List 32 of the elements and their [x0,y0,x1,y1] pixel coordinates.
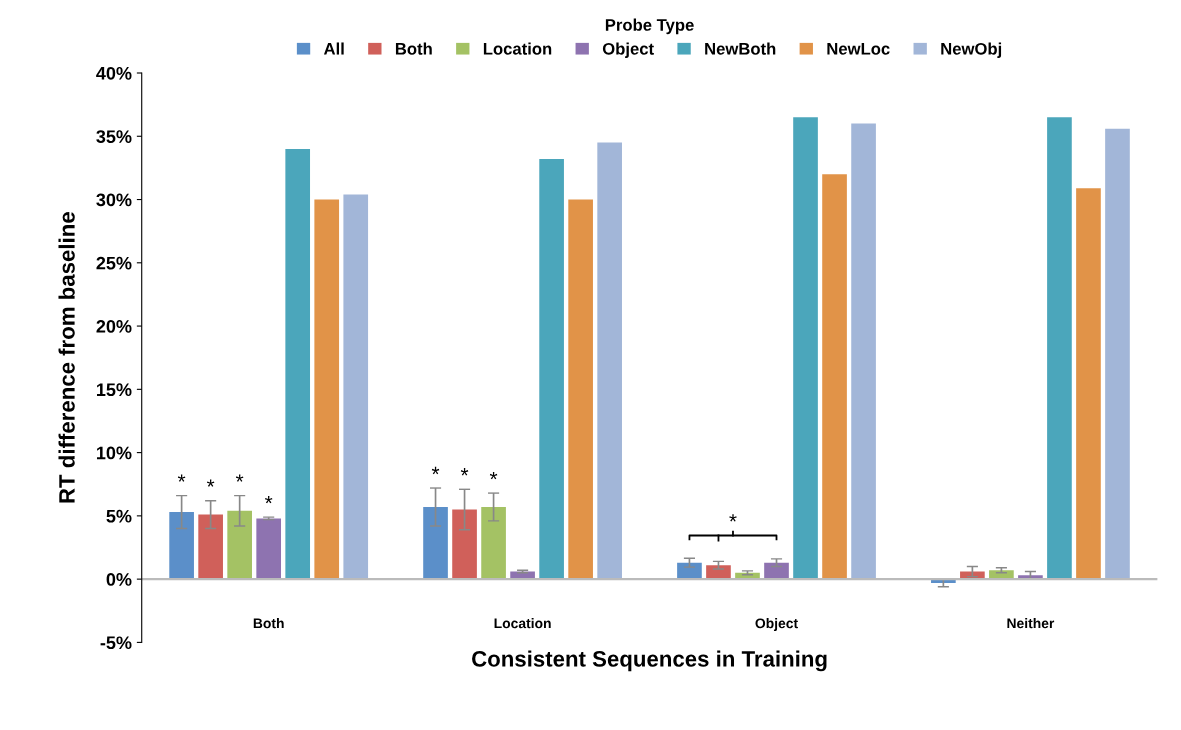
legend-label: NewObj [941,42,1002,58]
y-tick-label: 20% [96,320,132,333]
x-tick-label: Both [253,618,284,629]
x-tick-label: Location [494,618,551,629]
y-tick-label: 40% [96,66,132,80]
x-axis-title: Consistent Sequences in Training [472,650,827,672]
annotation: * [729,514,737,522]
data-label: * [489,471,498,480]
x-tick-label: Object [755,618,798,631]
legend-label: All [323,42,344,55]
legend-label: Object [602,42,654,58]
legend-label: NewBoth [705,42,776,55]
y-tick-label: 15% [97,383,132,397]
data-label: * [206,479,215,487]
x-tick-label: Neither [1007,618,1055,629]
legend-label: Location [483,42,552,55]
y-tick-label: 5% [106,509,132,523]
data-label: * [264,495,273,504]
y-axis-title: RT difference from baseline [58,212,75,503]
data-label: * [235,474,244,482]
y-tick-label: 0% [106,573,132,586]
legend-label: Both [395,42,432,55]
legend-label: NewLoc [827,43,890,55]
y-tick-label: 10% [97,446,132,460]
data-label: * [177,474,186,482]
data-label: * [431,466,440,475]
y-tick-label: -5% [100,636,132,650]
y-tick-label: 35% [96,130,132,144]
y-tick-label: 25% [96,256,132,270]
data-label: * [460,468,469,476]
y-tick-label: 30% [96,193,132,207]
legend-title: Probe Type [605,18,694,35]
